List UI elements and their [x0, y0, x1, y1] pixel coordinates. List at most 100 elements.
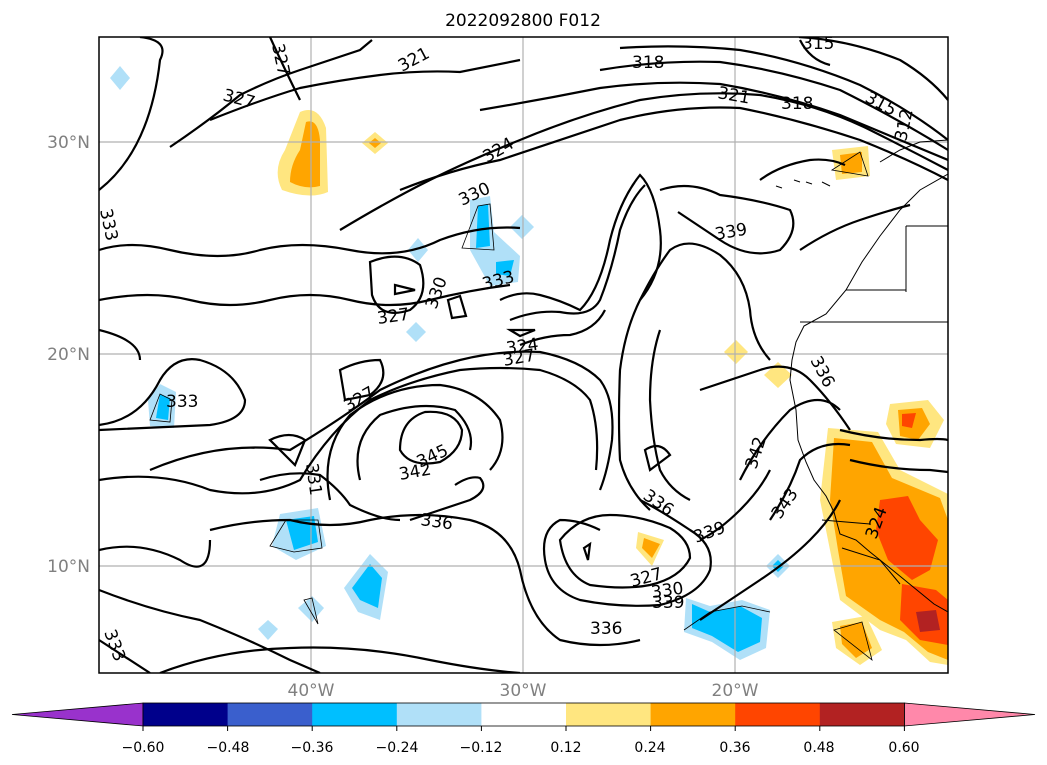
anomaly-outline [461, 203, 495, 251]
negative-anomaly-patch [110, 66, 130, 90]
colorbar-tick-label: −0.12 [460, 740, 503, 756]
contour-label: 331 [301, 462, 325, 497]
negative-anomaly-patch [692, 604, 762, 652]
colorbar-extend-high [904, 702, 1036, 727]
anomaly-outline [303, 597, 319, 625]
contour-line [399, 106, 948, 192]
contour-line [99, 283, 511, 307]
colorbar-segment [566, 703, 652, 726]
contour-line [268, 37, 301, 101]
contour-label: 333 [95, 207, 121, 243]
contour-line [839, 428, 948, 442]
contour-line [506, 328, 536, 338]
positive-anomaly-patch [840, 152, 862, 174]
contour-line [798, 37, 948, 101]
positive-anomaly-patch [902, 413, 916, 428]
colorbar-tick-label: 0.12 [550, 740, 581, 756]
contour-line [99, 639, 151, 673]
negative-anomaly-patch [408, 238, 428, 262]
colorbar-segment [143, 703, 229, 726]
colorbar-ticks [142, 726, 905, 731]
contour-line [99, 366, 599, 495]
contour-label: 330 [650, 579, 685, 603]
colorbar-segment [819, 703, 905, 726]
map-panel: 327 321 318 315 327 321 318 315 312 324 … [47, 36, 949, 701]
colorbar-segment [735, 703, 821, 726]
contour-line [338, 358, 385, 402]
positive-anomaly-patch [369, 138, 381, 148]
contour-line [542, 499, 712, 607]
contour-line [99, 588, 321, 673]
colorbar: −0.60 −0.48 −0.36 −0.24 −0.12 0.12 0.24 … [11, 702, 1036, 756]
contour-line [519, 309, 606, 347]
colorbar-frame [142, 702, 905, 727]
colorbar-tick-label: 0.60 [888, 740, 919, 756]
contour-line [169, 39, 373, 148]
contour-lines [99, 37, 948, 673]
positive-anomaly-patch [290, 121, 320, 188]
negative-anomaly-patch [510, 215, 534, 239]
contour-label: 336 [590, 619, 622, 639]
contour-line [759, 158, 846, 181]
colorbar-segment [227, 703, 313, 726]
contour-line [699, 469, 771, 541]
positive-anomaly-patch [916, 610, 940, 632]
contour-label: 339 [652, 593, 684, 613]
contour-label: 333 [166, 392, 198, 412]
anomaly-outline [149, 393, 173, 423]
colorbar-extend-low [11, 702, 144, 727]
map-frame [98, 36, 949, 674]
contour-line [368, 255, 425, 314]
contour-line [209, 58, 521, 122]
contour-line [799, 203, 911, 251]
contour-line [509, 184, 646, 322]
contour-line [356, 404, 473, 481]
map-title: 2022092800 F012 [445, 11, 601, 31]
coastline-africa [789, 173, 948, 613]
coastline-islands [775, 179, 831, 189]
contour-line [326, 383, 504, 501]
colorbar-tick-label: 0.36 [719, 740, 750, 756]
lon-label-20w: 20°W [712, 681, 759, 701]
negative-anomaly-patch [352, 564, 382, 608]
anomaly-outline [830, 151, 869, 177]
contour-line [99, 358, 247, 432]
contour-line [259, 472, 401, 522]
colorbar-segment [650, 703, 736, 726]
contour-label: 324 [505, 335, 540, 359]
lat-label-20n: 20°N [47, 345, 90, 365]
colorbar-segments [11, 702, 1036, 727]
negative-anomaly-patch [406, 322, 426, 342]
lat-axis-labels: 30°N 20°N 10°N [47, 133, 90, 577]
anomaly-outlines [149, 151, 873, 662]
positive-anomaly-patch [724, 340, 748, 364]
border-lines [800, 225, 948, 585]
contour-line [499, 173, 662, 511]
coastline [775, 139, 948, 613]
gridlines [99, 37, 948, 673]
colorbar-tick-label: 0.48 [803, 740, 834, 756]
contour-line [799, 39, 831, 67]
contour-line [149, 350, 614, 491]
contour-line [639, 242, 771, 361]
colorbar-tick-label: −0.48 [207, 740, 250, 756]
contour-line [393, 283, 416, 296]
contour-line [446, 294, 468, 320]
lat-label-10n: 10°N [47, 557, 90, 577]
negative-anomaly-patch [476, 204, 490, 248]
positive-anomaly-patch [876, 496, 938, 580]
contour-line [409, 476, 485, 522]
contour-line [659, 184, 795, 255]
contour-line [619, 45, 948, 141]
contour-label: 318 [632, 53, 664, 73]
negative-anomaly-patch [156, 394, 170, 420]
contour-line [159, 646, 521, 673]
colorbar-segment [481, 703, 567, 726]
colorbar-tick-label: −0.24 [376, 740, 419, 756]
negative-anomaly-patch [258, 620, 278, 640]
lon-label-30w: 30°W [500, 681, 547, 701]
colorbar-tick-label: −0.60 [122, 740, 165, 756]
anomaly-outline [683, 605, 771, 631]
anomaly-outline [833, 621, 873, 662]
